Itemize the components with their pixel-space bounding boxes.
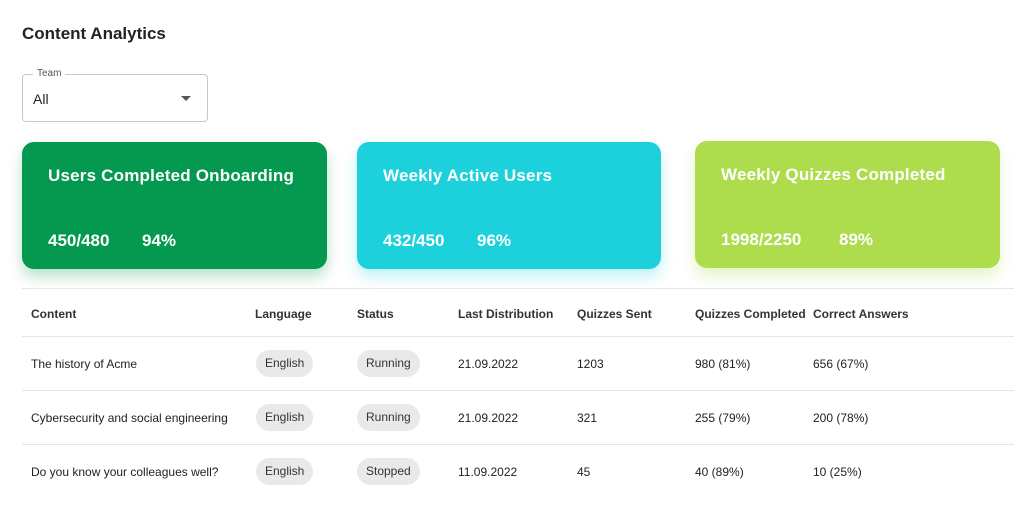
- content-title: Cybersecurity and social engineering: [31, 411, 228, 425]
- quizzes-sent: 321: [577, 411, 598, 425]
- team-select[interactable]: Team All: [22, 68, 208, 122]
- quizzes-completed: 40 (89%): [695, 465, 744, 479]
- correct-answers: 10 (25%): [813, 465, 862, 479]
- column-header-status[interactable]: Status: [357, 307, 394, 321]
- stat-card-percent: 96%: [477, 231, 512, 250]
- table-header: Content Language Status Last Distributio…: [22, 288, 1014, 337]
- content-title: Do you know your colleagues well?: [31, 465, 219, 479]
- quizzes-completed: 255 (79%): [695, 411, 751, 425]
- status-chip: Running: [357, 404, 420, 431]
- column-header-quizzes-completed[interactable]: Quizzes Completed: [695, 307, 806, 321]
- stat-card-onboarding: Users Completed Onboarding 450/480 94%: [22, 142, 327, 269]
- language-chip: English: [256, 350, 314, 377]
- stat-card-title: Weekly Active Users: [383, 166, 553, 185]
- content-title: The history of Acme: [31, 357, 138, 371]
- team-select-value: All: [33, 91, 49, 107]
- column-header-content[interactable]: Content: [31, 307, 77, 321]
- quizzes-sent: 1203: [577, 357, 604, 371]
- stat-card-title: Users Completed Onboarding: [48, 166, 295, 185]
- stat-card-weekly-quizzes: Weekly Quizzes Completed 1998/2250 89%: [695, 141, 1000, 268]
- stat-card-ratio: 432/450: [383, 231, 445, 250]
- stat-card-ratio: 1998/2250: [721, 230, 802, 249]
- table-row[interactable]: Cybersecurity and social engineering Eng…: [22, 391, 1014, 445]
- stat-card-title: Weekly Quizzes Completed: [721, 165, 946, 184]
- correct-answers: 200 (78%): [813, 411, 869, 425]
- table-row[interactable]: The history of Acme English Running 21.0…: [22, 337, 1014, 391]
- quizzes-sent: 45: [577, 465, 591, 479]
- last-distribution: 21.09.2022: [458, 411, 519, 425]
- team-select-label: Team: [33, 68, 66, 79]
- divider: [22, 288, 1014, 289]
- column-header-correct-answers[interactable]: Correct Answers: [813, 307, 909, 321]
- language-chip: English: [256, 404, 314, 431]
- caret-down-icon: [181, 96, 191, 101]
- status-chip: Running: [357, 350, 420, 377]
- last-distribution: 11.09.2022: [458, 465, 518, 479]
- page-title: Content Analytics: [22, 24, 166, 43]
- correct-answers: 656 (67%): [813, 357, 869, 371]
- quizzes-completed: 980 (81%): [695, 357, 751, 371]
- column-header-quizzes-sent[interactable]: Quizzes Sent: [577, 307, 652, 321]
- stat-card-percent: 94%: [142, 231, 177, 250]
- stat-card-percent: 89%: [839, 230, 874, 249]
- stat-card-weekly-active-users: Weekly Active Users 432/450 96%: [357, 142, 661, 269]
- language-chip: English: [256, 458, 314, 485]
- column-header-language[interactable]: Language: [255, 307, 312, 321]
- last-distribution: 21.09.2022: [458, 357, 519, 371]
- stat-card-ratio: 450/480: [48, 231, 110, 250]
- column-header-last-distribution[interactable]: Last Distribution: [458, 307, 554, 321]
- table-row[interactable]: Do you know your colleagues well? Englis…: [22, 445, 1014, 499]
- status-chip: Stopped: [357, 458, 420, 485]
